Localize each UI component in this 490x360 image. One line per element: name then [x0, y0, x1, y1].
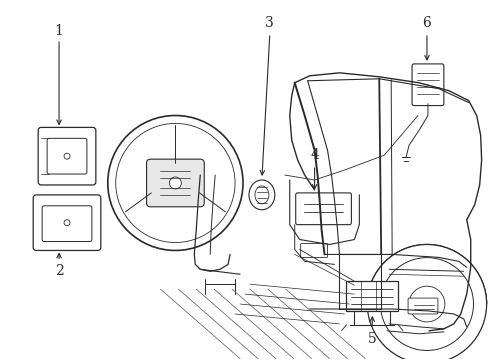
Circle shape	[108, 116, 243, 251]
FancyBboxPatch shape	[42, 206, 92, 242]
Text: 6: 6	[422, 16, 431, 30]
FancyBboxPatch shape	[408, 298, 438, 314]
Text: 5: 5	[368, 332, 377, 346]
FancyBboxPatch shape	[301, 243, 327, 257]
FancyBboxPatch shape	[33, 195, 101, 251]
Circle shape	[380, 258, 473, 351]
Circle shape	[64, 220, 70, 226]
Text: 1: 1	[54, 24, 64, 38]
Ellipse shape	[255, 186, 269, 204]
Ellipse shape	[249, 180, 275, 210]
FancyBboxPatch shape	[295, 193, 351, 225]
FancyBboxPatch shape	[38, 127, 96, 185]
Text: 4: 4	[310, 148, 319, 162]
Text: 3: 3	[266, 16, 274, 30]
Circle shape	[368, 244, 487, 360]
Circle shape	[409, 286, 445, 322]
FancyBboxPatch shape	[412, 64, 444, 105]
FancyBboxPatch shape	[346, 281, 398, 311]
Circle shape	[64, 153, 70, 159]
FancyBboxPatch shape	[47, 138, 87, 174]
Circle shape	[170, 177, 181, 189]
Text: 2: 2	[55, 264, 63, 278]
FancyBboxPatch shape	[147, 159, 204, 207]
Circle shape	[116, 123, 235, 243]
